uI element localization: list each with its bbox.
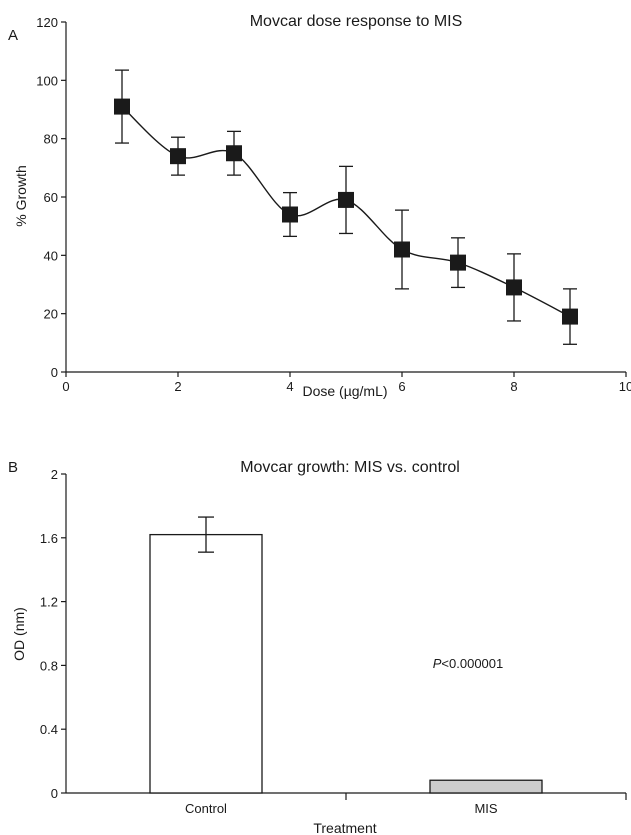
bar: [149, 533, 263, 794]
panel-a-line-chart: A Movcar dose response to MIS Dose (µg/m…: [8, 13, 631, 399]
panel-b-y-axis-label: OD (nm): [11, 607, 27, 661]
y-tick-label: 120: [36, 15, 58, 30]
data-point-marker: [170, 148, 186, 165]
data-point-marker: [450, 254, 466, 271]
x-category-label: MIS: [474, 801, 497, 816]
p-value-prefix: P: [433, 656, 442, 671]
panel-b-bar-chart: B Movcar growth: MIS vs. control Treatme…: [8, 459, 627, 835]
data-point-marker: [338, 191, 354, 208]
x-tick-label: 0: [62, 379, 69, 394]
y-tick-label: 80: [44, 132, 58, 147]
p-value-annotation: P<0.000001: [433, 656, 504, 671]
y-tick-label: 1.2: [40, 595, 58, 610]
panel-a-x-axis-label: Dose (µg/mL): [302, 383, 387, 399]
data-point-marker: [226, 145, 242, 162]
x-tick-label: 8: [510, 379, 517, 394]
y-tick-label: 40: [44, 248, 58, 263]
panel-a-plot-area: [114, 69, 578, 345]
bar: [429, 779, 543, 794]
x-tick-label: 2: [174, 379, 181, 394]
panel-a-y-axis-label: % Growth: [13, 165, 29, 226]
data-point-marker: [506, 279, 522, 296]
panel-a-x-ticks: 0 2 4 6 8 10: [62, 372, 631, 394]
y-tick-label: 0.8: [40, 658, 58, 673]
y-tick-label: 100: [36, 73, 58, 88]
x-tick-label: 6: [398, 379, 405, 394]
y-tick-label: 0: [51, 786, 58, 801]
y-tick-label: 0: [51, 365, 58, 380]
y-tick-label: 1.6: [40, 531, 58, 546]
x-tick-label: 4: [286, 379, 293, 394]
panel-b-x-axis-label: Treatment: [313, 820, 376, 835]
panel-a-label: A: [8, 27, 18, 44]
panel-a-y-ticks: 0 20 40 60 80 100 120: [36, 15, 66, 380]
y-tick-label: 2: [51, 467, 58, 482]
y-tick-label: 60: [44, 190, 58, 205]
data-point-marker: [114, 98, 130, 115]
data-point-marker: [394, 241, 410, 258]
panel-a-title: Movcar dose response to MIS: [250, 13, 463, 30]
y-tick-label: 20: [44, 307, 58, 322]
panel-b-title: Movcar growth: MIS vs. control: [240, 459, 460, 476]
data-point-marker: [282, 206, 298, 223]
y-tick-label: 0.4: [40, 722, 58, 737]
data-point-marker: [562, 308, 578, 325]
panel-b-plot-area: Control MIS: [149, 516, 627, 816]
panel-b-y-ticks: 0 0.4 0.8 1.2 1.6 2: [40, 467, 66, 801]
x-category-label: Control: [185, 801, 227, 816]
x-tick-label: 10: [619, 379, 631, 394]
p-value-text: <0.000001: [441, 656, 503, 671]
panel-b-label: B: [8, 459, 18, 476]
